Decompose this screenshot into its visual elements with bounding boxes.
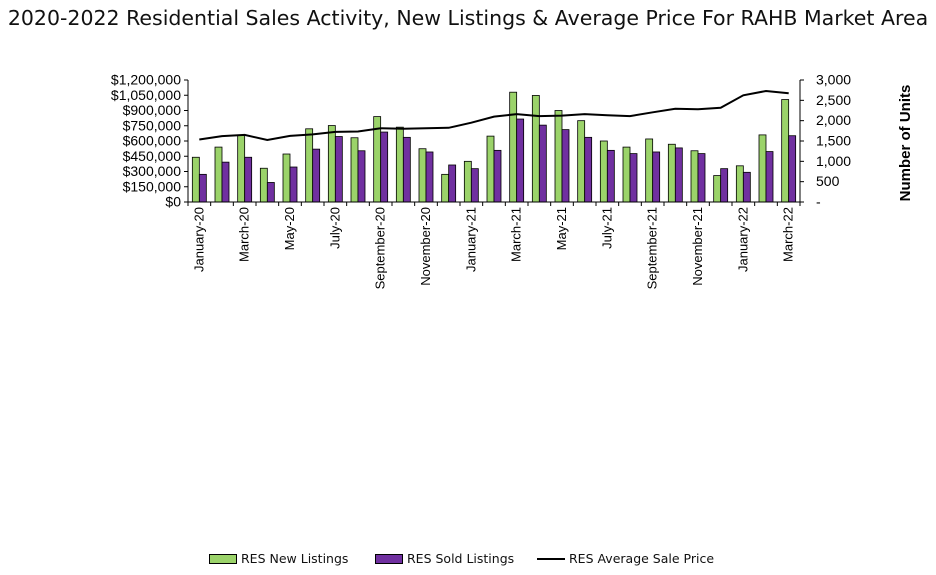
bar-new-listings	[509, 91, 518, 203]
bar-sold-listings	[470, 168, 479, 203]
bar-sold-listings	[493, 149, 502, 203]
y-right-tick-label: 1,500	[816, 133, 851, 149]
bar-new-listings	[599, 140, 608, 203]
bar-sold-listings	[765, 151, 774, 203]
y-left-tick-label: $1,050,000	[111, 87, 181, 103]
x-tick-label: March-20	[237, 207, 252, 262]
line-average-price	[199, 89, 789, 142]
bar-sold-listings	[244, 156, 253, 203]
y-right-tick-label: -	[816, 194, 821, 210]
bar-sold-listings	[221, 161, 230, 203]
bar-new-listings	[418, 148, 427, 203]
bar-new-listings	[622, 146, 631, 203]
y-left-tick-label: $750,000	[123, 117, 182, 133]
bar-new-listings	[305, 128, 314, 203]
legend-swatch-new-listings	[209, 553, 237, 564]
x-tick-label: September-20	[373, 207, 388, 289]
bar-sold-listings	[516, 118, 525, 203]
bar-sold-listings	[561, 129, 570, 203]
y-right-tick-label: 2,500	[816, 92, 851, 108]
x-tick-label: November-20	[418, 207, 433, 286]
y-right-axis-title: Number of Units	[897, 85, 914, 202]
legend-label-new-listings: RES New Listings	[241, 551, 349, 566]
bar-sold-listings	[198, 173, 207, 203]
y-left-tick-label: $450,000	[123, 148, 182, 164]
bar-new-listings	[531, 95, 540, 203]
bar-new-listings	[350, 137, 359, 203]
bar-new-listings	[713, 175, 722, 203]
legend-swatch-average-price	[537, 557, 565, 560]
legend-item-average-price: RES Average Sale Price	[537, 551, 714, 566]
bar-sold-listings	[266, 182, 275, 203]
y-left-tick-label: $600,000	[123, 133, 182, 149]
bar-new-listings	[259, 167, 268, 203]
bar-sold-listings	[652, 151, 661, 203]
bar-sold-listings	[425, 151, 434, 203]
y-left-tick-label: $1,200,000	[111, 72, 181, 88]
bar-new-listings	[395, 126, 404, 203]
y-left-tick-label: $300,000	[123, 163, 182, 179]
bar-new-listings	[645, 138, 654, 203]
y-left-tick-label: $150,000	[123, 178, 182, 194]
bar-new-listings	[191, 156, 200, 203]
bar-new-listings	[441, 173, 450, 203]
bar-new-listings	[781, 99, 790, 203]
x-tick-label: May-21	[554, 207, 569, 250]
bar-new-listings	[463, 160, 472, 203]
legend-item-new-listings: RES New Listings	[209, 551, 348, 566]
y-right-tick-label: 3,000	[816, 72, 851, 88]
legend: RES New Listings RES Sold Listings RES A…	[0, 551, 936, 571]
bar-sold-listings	[697, 153, 706, 203]
x-tick-label: July-21	[599, 207, 614, 249]
bar-new-listings	[282, 153, 291, 203]
bar-new-listings	[758, 134, 767, 203]
bar-new-listings	[577, 120, 586, 203]
bar-sold-listings	[788, 135, 797, 203]
bar-sold-listings	[448, 164, 457, 203]
bar-new-listings	[690, 150, 699, 203]
y-right-tick-label: 500	[816, 173, 840, 189]
bar-new-listings	[554, 110, 563, 203]
x-tick-label: January-21	[463, 207, 478, 272]
y-right-tick-label: 2,000	[816, 112, 851, 128]
x-tick-label: March-22	[781, 207, 796, 262]
x-tick-label: March-21	[509, 207, 524, 262]
bar-new-listings	[214, 146, 223, 203]
bar-sold-listings	[312, 148, 321, 203]
bar-new-listings	[486, 135, 495, 203]
y-left-tick-label: $900,000	[123, 102, 182, 118]
bar-sold-listings	[584, 136, 593, 203]
bar-sold-listings	[606, 149, 615, 203]
y-left-tick-label: $0	[165, 194, 181, 210]
bar-sold-listings	[674, 147, 683, 203]
bar-sold-listings	[742, 171, 751, 203]
bar-sold-listings	[380, 131, 389, 203]
x-tick-label: September-21	[645, 207, 660, 289]
y-right-tick-label: 1,000	[816, 153, 851, 169]
bar-sold-listings	[402, 136, 411, 203]
x-tick-label: November-21	[690, 207, 705, 286]
bar-sold-listings	[629, 153, 638, 203]
legend-label-average-price: RES Average Sale Price	[569, 551, 715, 566]
legend-label-sold-listings: RES Sold Listings	[407, 551, 515, 566]
bar-sold-listings	[538, 124, 547, 203]
bar-sold-listings	[334, 136, 343, 203]
x-tick-label: January-20	[191, 207, 206, 272]
x-tick-label: July-20	[327, 207, 342, 249]
bar-sold-listings	[720, 168, 729, 203]
chart-title: 2020-2022 Residential Sales Activity, Ne…	[7, 6, 929, 30]
x-tick-label: January-22	[735, 207, 750, 272]
bar-sold-listings	[357, 150, 366, 203]
bar-new-listings	[327, 125, 336, 203]
legend-swatch-sold-listings	[375, 553, 403, 564]
legend-item-sold-listings: RES Sold Listings	[375, 551, 514, 566]
x-tick-label: May-20	[282, 207, 297, 250]
bar-sold-listings	[289, 166, 298, 203]
bar-new-listings	[667, 143, 676, 203]
bar-new-listings	[237, 134, 246, 203]
bar-new-listings	[735, 165, 744, 203]
